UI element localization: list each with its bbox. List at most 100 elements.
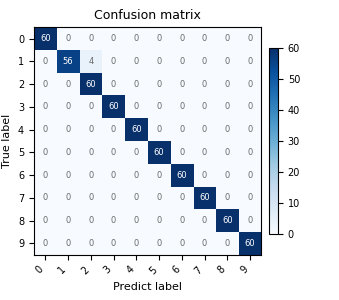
Text: 0: 0 (202, 80, 207, 88)
Text: 0: 0 (65, 148, 71, 157)
Text: 0: 0 (225, 34, 230, 43)
Text: 0: 0 (111, 125, 116, 134)
Text: 0: 0 (202, 102, 207, 111)
Text: 0: 0 (179, 216, 184, 225)
Text: 0: 0 (134, 148, 139, 157)
Text: 0: 0 (225, 171, 230, 180)
Text: 0: 0 (43, 57, 48, 66)
Text: 0: 0 (156, 125, 162, 134)
Text: 0: 0 (225, 239, 230, 248)
Text: 60: 60 (131, 125, 142, 134)
Text: 0: 0 (179, 34, 184, 43)
Text: 0: 0 (225, 194, 230, 202)
Text: 0: 0 (156, 171, 162, 180)
Text: 60: 60 (85, 80, 96, 88)
Text: 0: 0 (134, 216, 139, 225)
Text: 0: 0 (156, 80, 162, 88)
Text: 0: 0 (134, 171, 139, 180)
Text: 0: 0 (88, 216, 94, 225)
Text: 0: 0 (225, 125, 230, 134)
Text: 0: 0 (65, 34, 71, 43)
Text: 0: 0 (65, 125, 71, 134)
Text: 0: 0 (134, 34, 139, 43)
Text: 0: 0 (65, 80, 71, 88)
X-axis label: Predict label: Predict label (113, 281, 182, 292)
Text: 0: 0 (202, 216, 207, 225)
Y-axis label: True label: True label (2, 114, 12, 168)
Text: 0: 0 (88, 34, 94, 43)
Text: 0: 0 (111, 57, 116, 66)
Text: 0: 0 (225, 102, 230, 111)
Text: 0: 0 (65, 171, 71, 180)
Text: 0: 0 (156, 216, 162, 225)
Text: 0: 0 (202, 239, 207, 248)
Text: 60: 60 (108, 102, 119, 111)
Text: 0: 0 (225, 148, 230, 157)
Text: 0: 0 (43, 216, 48, 225)
Text: 0: 0 (65, 102, 71, 111)
Text: 0: 0 (179, 148, 184, 157)
Text: 0: 0 (88, 171, 94, 180)
Text: 60: 60 (245, 239, 255, 248)
Title: Confusion matrix: Confusion matrix (94, 9, 201, 22)
Text: 0: 0 (88, 102, 94, 111)
Text: 0: 0 (43, 125, 48, 134)
Text: 0: 0 (247, 80, 253, 88)
Text: 0: 0 (156, 102, 162, 111)
Text: 0: 0 (247, 194, 253, 202)
Text: 0: 0 (43, 171, 48, 180)
Text: 0: 0 (247, 34, 253, 43)
Text: 56: 56 (63, 57, 73, 66)
Text: 0: 0 (43, 194, 48, 202)
Text: 0: 0 (88, 194, 94, 202)
Text: 0: 0 (65, 194, 71, 202)
Text: 0: 0 (247, 148, 253, 157)
Text: 0: 0 (179, 80, 184, 88)
Text: 0: 0 (202, 171, 207, 180)
Text: 60: 60 (199, 194, 210, 202)
Text: 0: 0 (202, 125, 207, 134)
Text: 0: 0 (179, 194, 184, 202)
Text: 0: 0 (88, 125, 94, 134)
Text: 0: 0 (156, 239, 162, 248)
Text: 0: 0 (65, 239, 71, 248)
Text: 0: 0 (247, 57, 253, 66)
Text: 0: 0 (111, 194, 116, 202)
Text: 0: 0 (247, 125, 253, 134)
Text: 0: 0 (43, 80, 48, 88)
Text: 0: 0 (134, 239, 139, 248)
Text: 0: 0 (179, 125, 184, 134)
Text: 0: 0 (43, 239, 48, 248)
Text: 0: 0 (65, 216, 71, 225)
Text: 60: 60 (177, 171, 187, 180)
Text: 0: 0 (247, 216, 253, 225)
Text: 60: 60 (40, 34, 51, 43)
Text: 0: 0 (202, 148, 207, 157)
Text: 0: 0 (111, 34, 116, 43)
Text: 0: 0 (202, 34, 207, 43)
Text: 4: 4 (88, 57, 94, 66)
Text: 60: 60 (222, 216, 233, 225)
Text: 0: 0 (225, 80, 230, 88)
Text: 0: 0 (247, 171, 253, 180)
Text: 0: 0 (134, 57, 139, 66)
Text: 0: 0 (134, 80, 139, 88)
Text: 0: 0 (111, 171, 116, 180)
Text: 0: 0 (111, 148, 116, 157)
Text: 0: 0 (202, 57, 207, 66)
Text: 0: 0 (156, 57, 162, 66)
Text: 0: 0 (88, 239, 94, 248)
Text: 60: 60 (154, 148, 164, 157)
Text: 0: 0 (156, 194, 162, 202)
Text: 0: 0 (156, 34, 162, 43)
Text: 0: 0 (179, 239, 184, 248)
Text: 0: 0 (134, 102, 139, 111)
Text: 0: 0 (88, 148, 94, 157)
Text: 0: 0 (43, 148, 48, 157)
Text: 0: 0 (179, 102, 184, 111)
Text: 0: 0 (111, 80, 116, 88)
Text: 0: 0 (225, 57, 230, 66)
Text: 0: 0 (134, 194, 139, 202)
Text: 0: 0 (111, 216, 116, 225)
Text: 0: 0 (247, 102, 253, 111)
